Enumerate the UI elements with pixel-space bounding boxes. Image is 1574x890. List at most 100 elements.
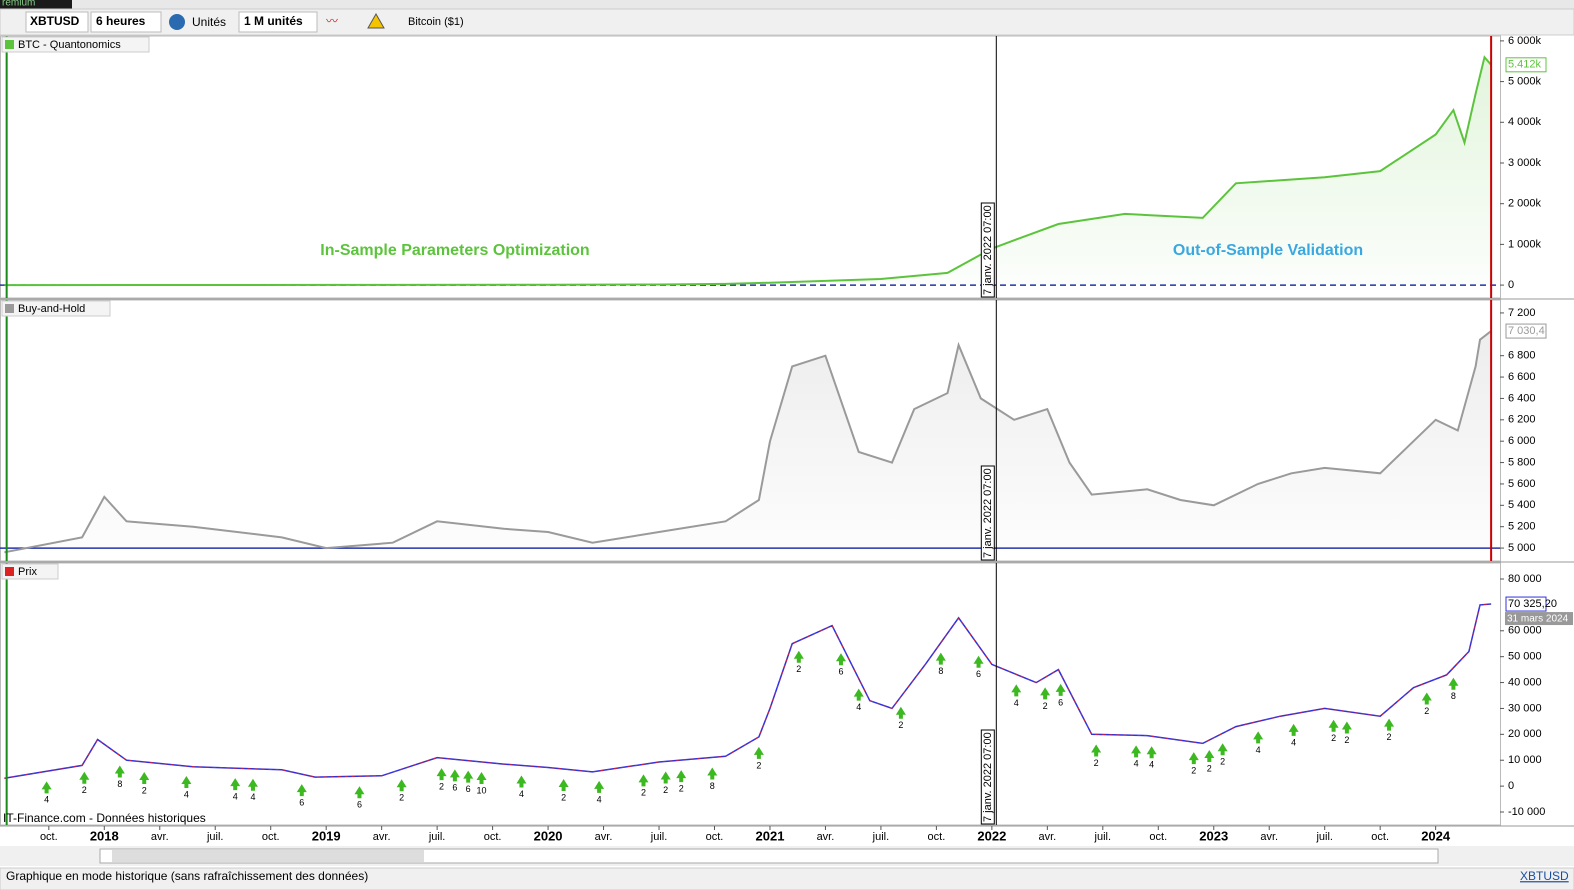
symbol-box[interactable] bbox=[25, 11, 89, 33]
buy-arrow bbox=[1146, 746, 1157, 759]
buy-arrow bbox=[793, 650, 804, 663]
signal-label: 2 bbox=[1207, 763, 1212, 773]
series-line bbox=[4, 55, 1492, 287]
buy-arrow bbox=[79, 771, 90, 784]
buy-arrow bbox=[181, 776, 192, 789]
y-tick-label: 40 000 bbox=[1508, 676, 1542, 688]
buy-arrow bbox=[114, 765, 125, 778]
y-tick-label: 5 400 bbox=[1508, 499, 1536, 511]
buy-arrow bbox=[1055, 683, 1066, 696]
buy-arrow bbox=[676, 770, 687, 783]
panel-title: BTC - Quantonomics bbox=[18, 39, 121, 51]
x-tick-label: 2018 bbox=[90, 828, 119, 843]
y-tick-label: 6 800 bbox=[1508, 350, 1536, 362]
warning-icon[interactable] bbox=[367, 12, 385, 29]
y-tick-label: 0 bbox=[1508, 279, 1514, 291]
buy-arrow bbox=[449, 769, 460, 782]
scroll-thumb[interactable] bbox=[112, 850, 424, 862]
signal-label: 4 bbox=[1134, 759, 1139, 769]
signal-label: 4 bbox=[250, 792, 255, 802]
y-tick-label: 10 000 bbox=[1508, 754, 1542, 766]
panel-header-bg bbox=[1, 300, 111, 317]
buy-arrow bbox=[1253, 731, 1264, 744]
current-date-label: 31 mars 2024 bbox=[1507, 614, 1569, 625]
y-tick-label: 6 400 bbox=[1508, 392, 1536, 404]
y-tick-label: 30 000 bbox=[1508, 702, 1542, 714]
signal-label: 4 bbox=[1149, 760, 1154, 770]
units[interactable]: Unités bbox=[192, 15, 226, 29]
y-tick-label: 20 000 bbox=[1508, 728, 1542, 740]
y-tick-label: 0 bbox=[1508, 780, 1514, 792]
buy-arrow bbox=[1204, 750, 1215, 763]
buy-arrow bbox=[1188, 752, 1199, 765]
area-fill bbox=[4, 331, 1492, 553]
buy-arrow bbox=[1328, 719, 1339, 732]
series-line bbox=[4, 330, 1492, 554]
signal-label: 2 bbox=[1387, 732, 1392, 742]
x-tick-label: juil. bbox=[1094, 831, 1112, 843]
quantity-box[interactable] bbox=[238, 11, 318, 33]
y-tick-label: 6 000k bbox=[1508, 35, 1542, 47]
status-symbol[interactable]: XBTUSD bbox=[1520, 869, 1569, 883]
signal-label: 4 bbox=[1014, 698, 1019, 708]
signal-label: 4 bbox=[1291, 737, 1296, 747]
split-label-bg bbox=[980, 202, 995, 298]
menu-brand bbox=[0, 0, 72, 9]
x-tick-label: 2021 bbox=[756, 828, 785, 843]
buy-arrow bbox=[1288, 723, 1299, 736]
current-label-bg bbox=[1505, 57, 1547, 73]
signal-label: 6 bbox=[299, 798, 304, 808]
buy-arrow bbox=[1091, 744, 1102, 757]
buy-arrow bbox=[463, 770, 474, 783]
y-tick-label: 6 600 bbox=[1508, 371, 1536, 383]
x-tick-label: avr. bbox=[1038, 831, 1056, 843]
buy-arrow bbox=[1131, 745, 1142, 758]
panel-border bbox=[0, 299, 1501, 562]
current-label: 70 325,20 bbox=[1508, 598, 1557, 610]
period[interactable]: 6 heures bbox=[96, 14, 146, 28]
signal-label: 2 bbox=[1191, 766, 1196, 776]
in-sample-annotation: In-Sample Parameters Optimization bbox=[320, 242, 589, 259]
x-tick-label: avr. bbox=[595, 831, 613, 843]
buy-arrow bbox=[354, 786, 365, 799]
signal-label: 2 bbox=[1331, 733, 1336, 743]
buy-arrow bbox=[707, 767, 718, 780]
data-source: IT-Finance.com - Données historiques bbox=[3, 811, 206, 825]
quantity[interactable]: 1 M unités bbox=[244, 14, 303, 28]
y-tick-label: 6 000 bbox=[1508, 435, 1536, 447]
y-tick-label: 7 200 bbox=[1508, 307, 1536, 319]
signal-label: 8 bbox=[1451, 691, 1456, 701]
buy-arrow bbox=[853, 688, 864, 701]
split-label: 7 janv. 2022 07:00 bbox=[982, 205, 994, 295]
panel-title: Prix bbox=[18, 566, 37, 578]
signal-label: 6 bbox=[1058, 697, 1063, 707]
x-tick-label: 2019 bbox=[312, 828, 341, 843]
x-tick-label: avr. bbox=[1260, 831, 1278, 843]
series-line bbox=[4, 603, 1492, 780]
current-label: 7 030,4 bbox=[1508, 325, 1545, 337]
buy-arrow bbox=[476, 771, 487, 784]
period-box[interactable] bbox=[90, 11, 162, 33]
x-tick-label: oct. bbox=[40, 831, 58, 843]
signal-label: 4 bbox=[519, 789, 524, 799]
x-tick-label: oct. bbox=[484, 831, 502, 843]
signal-label: 2 bbox=[142, 785, 147, 795]
units-icon[interactable] bbox=[169, 14, 185, 30]
signal-label: 6 bbox=[357, 800, 362, 810]
signal-label: 2 bbox=[1220, 757, 1225, 767]
panel-title: Buy-and-Hold bbox=[18, 303, 85, 315]
signal-label: 2 bbox=[641, 788, 646, 798]
buy-arrow bbox=[1217, 743, 1228, 756]
y-tick-label: 5 600 bbox=[1508, 478, 1536, 490]
signal-label: 10 bbox=[477, 785, 487, 795]
panel-header-bg bbox=[1, 36, 150, 53]
split-label-bg bbox=[980, 729, 995, 825]
scrollbar[interactable] bbox=[99, 848, 1439, 864]
buy-arrow bbox=[396, 779, 407, 792]
buy-arrow bbox=[1421, 692, 1432, 705]
x-tick-label: avr. bbox=[373, 831, 391, 843]
indicator-icon[interactable]: 〰 bbox=[326, 14, 338, 28]
signal-label: 2 bbox=[898, 720, 903, 730]
symbol[interactable]: XBTUSD bbox=[30, 14, 80, 28]
buy-arrow bbox=[753, 746, 764, 759]
